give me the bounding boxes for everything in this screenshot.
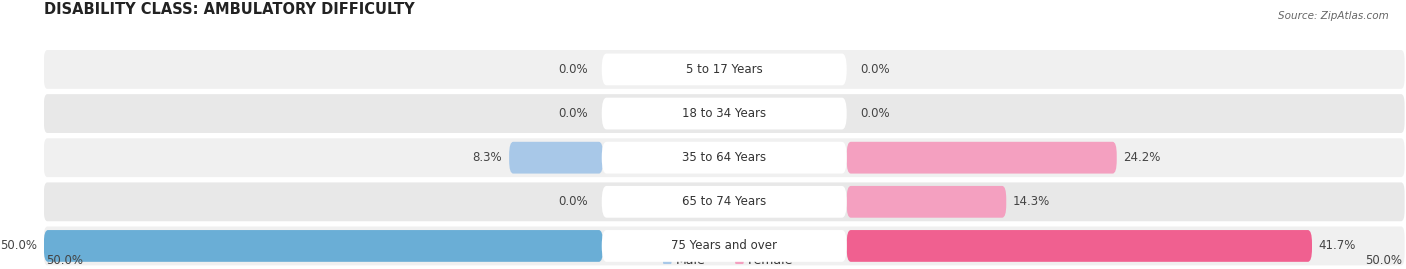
FancyBboxPatch shape <box>846 186 1007 218</box>
Text: 24.2%: 24.2% <box>1123 151 1161 164</box>
Text: 35 to 64 Years: 35 to 64 Years <box>682 151 766 164</box>
Text: 14.3%: 14.3% <box>1014 195 1050 208</box>
Text: Female: Female <box>748 254 793 267</box>
Text: 0.0%: 0.0% <box>558 63 588 76</box>
Text: Male: Male <box>676 254 706 267</box>
Text: 50.0%: 50.0% <box>1365 254 1402 267</box>
FancyBboxPatch shape <box>664 256 672 264</box>
FancyBboxPatch shape <box>602 142 846 174</box>
FancyBboxPatch shape <box>602 186 846 218</box>
FancyBboxPatch shape <box>44 226 1405 265</box>
Text: 50.0%: 50.0% <box>46 254 83 267</box>
FancyBboxPatch shape <box>602 98 846 129</box>
FancyBboxPatch shape <box>44 230 603 262</box>
Text: 18 to 34 Years: 18 to 34 Years <box>682 107 766 120</box>
FancyBboxPatch shape <box>509 142 603 174</box>
Text: DISABILITY CLASS: AMBULATORY DIFFICULTY: DISABILITY CLASS: AMBULATORY DIFFICULTY <box>44 2 415 17</box>
FancyBboxPatch shape <box>602 230 846 262</box>
Text: 65 to 74 Years: 65 to 74 Years <box>682 195 766 208</box>
Text: 0.0%: 0.0% <box>860 63 890 76</box>
Text: 75 Years and over: 75 Years and over <box>671 239 778 252</box>
FancyBboxPatch shape <box>846 230 1312 262</box>
FancyBboxPatch shape <box>44 94 1405 133</box>
FancyBboxPatch shape <box>735 256 744 264</box>
FancyBboxPatch shape <box>846 142 1116 174</box>
Text: Source: ZipAtlas.com: Source: ZipAtlas.com <box>1278 11 1389 21</box>
FancyBboxPatch shape <box>602 54 846 85</box>
Text: 0.0%: 0.0% <box>558 195 588 208</box>
FancyBboxPatch shape <box>44 138 1405 177</box>
Text: 41.7%: 41.7% <box>1319 239 1357 252</box>
Text: 0.0%: 0.0% <box>558 107 588 120</box>
Text: 50.0%: 50.0% <box>0 239 37 252</box>
Text: 8.3%: 8.3% <box>472 151 502 164</box>
FancyBboxPatch shape <box>44 182 1405 221</box>
Text: 0.0%: 0.0% <box>860 107 890 120</box>
FancyBboxPatch shape <box>44 50 1405 89</box>
Text: 5 to 17 Years: 5 to 17 Years <box>686 63 762 76</box>
